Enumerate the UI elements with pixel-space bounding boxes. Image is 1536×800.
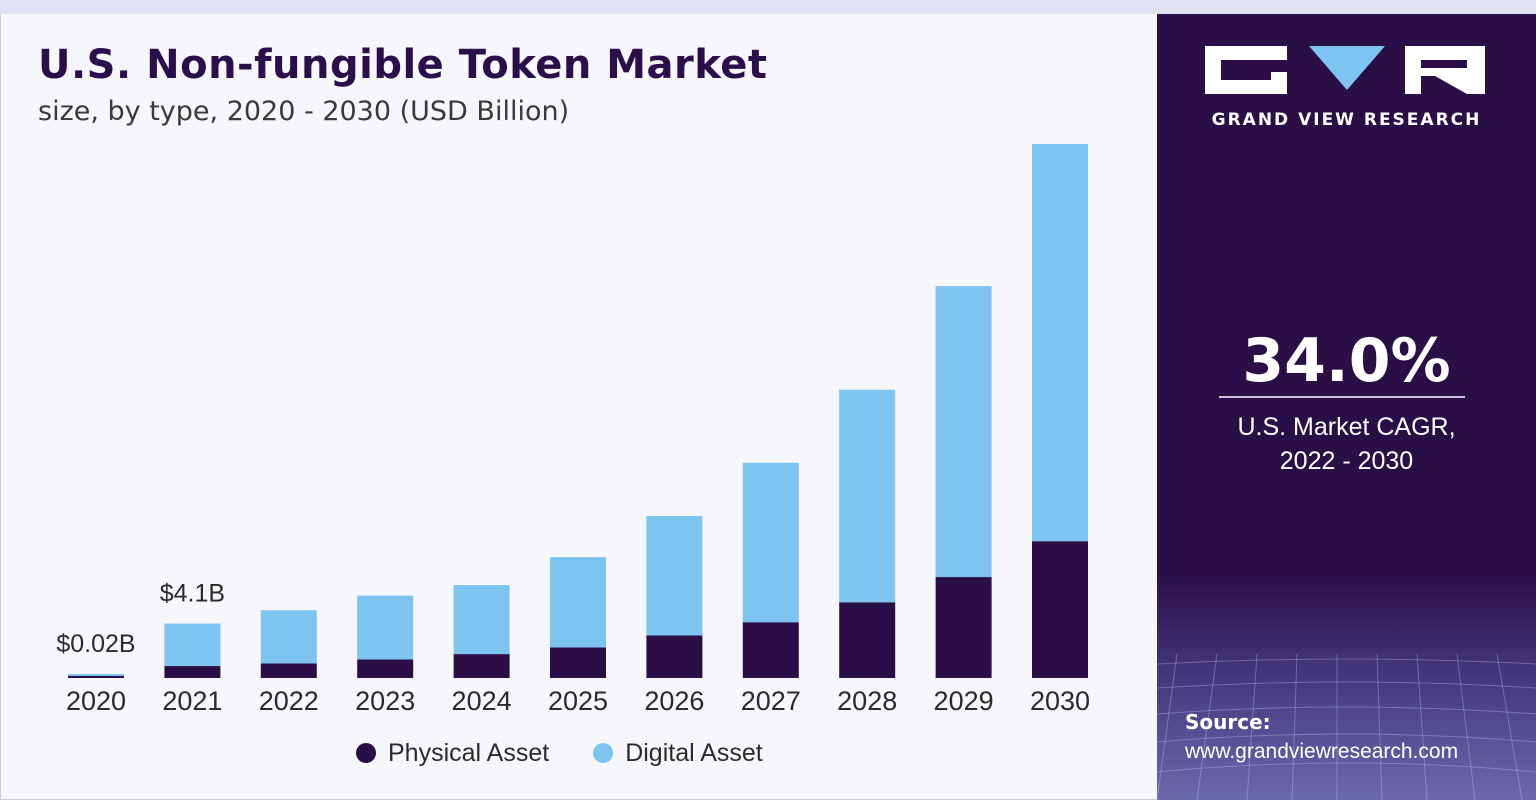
cagr-label-line2: 2022 - 2030 [1279, 447, 1414, 475]
bar-physical-2029 [935, 577, 992, 678]
x-tick-label-2027: 2027 [741, 686, 801, 716]
x-tick-label-2021: 2021 [162, 686, 222, 716]
bar-digital-2021 [164, 623, 221, 667]
legend-swatch-physical [356, 743, 376, 763]
x-tick-label-2028: 2028 [837, 686, 897, 716]
perspective-grid [1157, 654, 1536, 800]
bar-digital-2027 [742, 462, 799, 623]
cagr-label-line1: U.S. Market CAGR, [1237, 413, 1456, 441]
legend-label-digital: Digital Asset [625, 738, 763, 767]
x-tick-label-2022: 2022 [259, 686, 319, 716]
bar-digital-2030 [1032, 144, 1088, 542]
bar-chart: 2020 2021 2022 2023 2024 2025 2026 2027 2028 2029… [56, 144, 1090, 716]
legend-swatch-digital [593, 743, 614, 763]
bar-digital-2026 [646, 515, 703, 636]
bar-digital-2025 [550, 557, 606, 648]
bar-physical-2026 [646, 635, 703, 678]
bar-physical-2023 [357, 659, 414, 678]
x-tick-label-2026: 2026 [644, 686, 704, 716]
legend: Physical Asset Digital Asset [356, 737, 807, 769]
bar-physical-2022 [260, 663, 317, 678]
brand-name: GRAND VIEW RESEARCH [1211, 110, 1482, 130]
gvr-logo-icon [1205, 46, 1485, 94]
data-label-2021: $4.1B [160, 580, 225, 608]
x-tick-label-2029: 2029 [934, 686, 994, 716]
legend-item-digital: Digital Asset [593, 739, 763, 768]
legend-label-physical: Physical Asset [388, 738, 550, 767]
bar-physical-2025 [550, 647, 606, 678]
x-tick-label-2023: 2023 [355, 686, 415, 716]
source-url[interactable]: www.grandviewresearch.com [1185, 740, 1459, 763]
bar-digital-2022 [260, 610, 317, 664]
chart-subtitle: size, by type, 2020 - 2030 (USD Billion) [38, 96, 570, 127]
bar-physical-2030 [1032, 541, 1088, 678]
bar-physical-2021 [164, 666, 221, 678]
bar-physical-2020 [68, 676, 124, 678]
cagr-label: U.S. Market CAGR, 2022 - 2030 [1157, 410, 1536, 478]
bar-digital-2024 [453, 585, 510, 655]
bar-physical-2028 [839, 602, 896, 678]
x-tick-label-2020: 2020 [66, 686, 126, 716]
brand-panel: GRAND VIEW RESEARCH 34.0% U.S. Market CA… [1157, 14, 1536, 800]
bar-digital-2023 [357, 595, 414, 660]
bar-physical-2027 [742, 622, 799, 678]
source-label: Source: [1185, 710, 1271, 734]
x-tick-label-2030: 2030 [1030, 686, 1090, 716]
cagr-divider [1219, 396, 1465, 398]
data-label-2020: $0.02B [56, 630, 135, 658]
bar-digital-2029 [935, 286, 992, 578]
bar-physical-2024 [453, 654, 510, 678]
chart-title: U.S. Non-fungible Token Market [38, 42, 768, 88]
panel-glow [1157, 574, 1536, 800]
bar-digital-2020 [68, 674, 124, 676]
top-rule [0, 0, 1536, 14]
x-tick-label-2024: 2024 [452, 686, 512, 716]
bar-digital-2028 [839, 389, 896, 603]
x-tick-label-2025: 2025 [548, 686, 608, 716]
legend-item-physical: Physical Asset [356, 739, 549, 768]
cagr-value: 34.0% [1242, 326, 1451, 396]
